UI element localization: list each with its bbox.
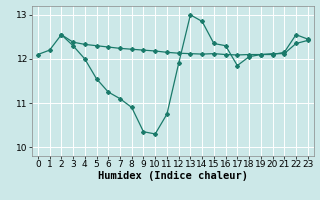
X-axis label: Humidex (Indice chaleur): Humidex (Indice chaleur) <box>98 171 248 181</box>
